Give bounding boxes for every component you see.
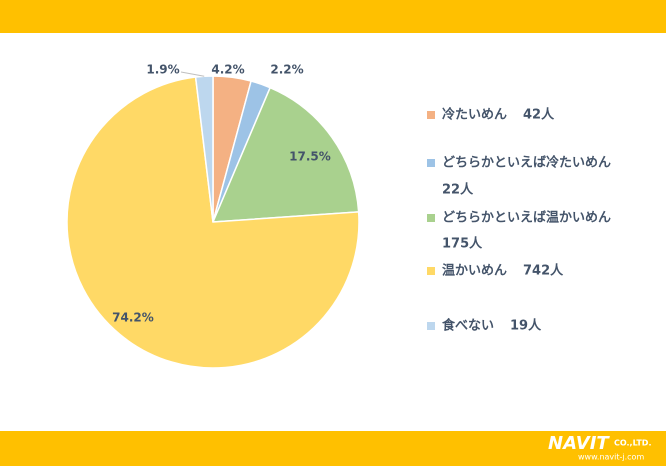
data-label: 17.5% bbox=[289, 150, 331, 164]
data-label: 2.2% bbox=[270, 63, 303, 77]
pie-slice bbox=[194, 75, 214, 223]
legend-count: 42人 bbox=[523, 107, 555, 123]
legend-count: 22人 bbox=[442, 182, 474, 198]
legend-swatch bbox=[427, 214, 435, 222]
legend-count: 742人 bbox=[523, 263, 564, 279]
legend-swatch bbox=[427, 322, 435, 330]
company: CO.,LTD. bbox=[614, 439, 651, 448]
logo: NAVIT bbox=[548, 433, 610, 454]
legend-label: 食べない bbox=[442, 318, 494, 334]
data-label: 74.2% bbox=[112, 311, 154, 325]
legend-label: どちらかといえば温かいめん bbox=[442, 211, 611, 226]
legend-swatch bbox=[427, 267, 435, 275]
pie-slice bbox=[66, 76, 360, 369]
legend-label: 冷たいめん bbox=[442, 107, 507, 123]
header-bar bbox=[0, 0, 666, 33]
data-label: 1.9% bbox=[146, 63, 179, 77]
url: www.navit-j.com bbox=[578, 453, 644, 462]
pie-slice bbox=[211, 86, 360, 223]
data-label: 4.2% bbox=[211, 63, 244, 77]
pie: 4.2% 2.2% 17.5% 74.2% 1.9% bbox=[66, 63, 360, 369]
legend-swatch bbox=[427, 111, 435, 119]
legend-count: 175人 bbox=[442, 236, 483, 252]
legend-label: どちらかといえば冷たいめん bbox=[442, 155, 611, 171]
footer-bar bbox=[0, 431, 666, 466]
legend-swatch bbox=[427, 159, 435, 167]
leader-line bbox=[180, 71, 205, 77]
legend-count: 19人 bbox=[510, 318, 542, 334]
legend-label: 温かいめん bbox=[442, 264, 507, 279]
